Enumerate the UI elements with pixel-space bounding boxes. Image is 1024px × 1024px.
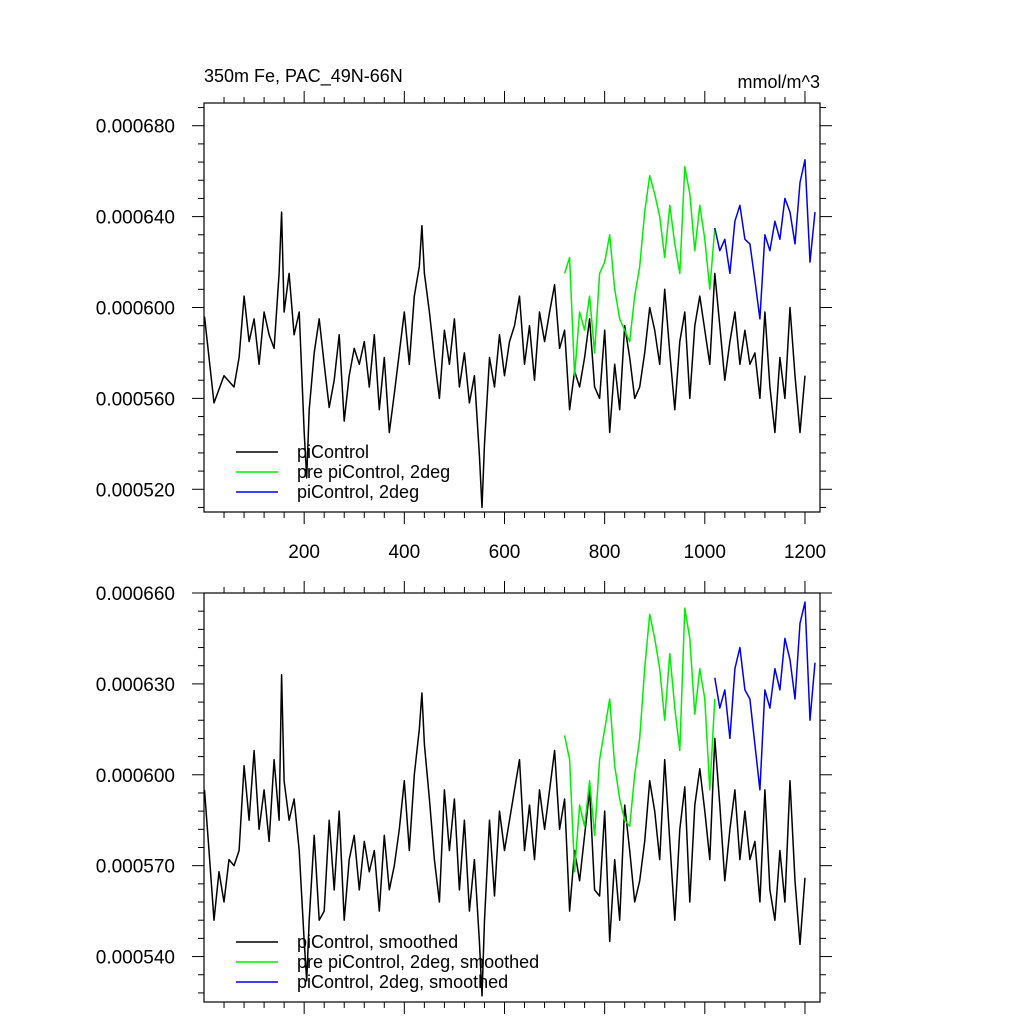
x-tick-label: 1200 (784, 542, 826, 563)
series-line-1 (203, 211, 806, 509)
y-tick-label: 0.000540 (96, 948, 175, 969)
bottom-panel: 0.000540 0.000570 0.000600 0.000630 0.000660… (96, 581, 832, 1014)
series-line-3 (714, 159, 816, 320)
x-tick-label: 600 (489, 542, 521, 563)
y-tick-label: 0.000640 (96, 208, 175, 229)
series-line-2 (563, 165, 716, 377)
legend-label: piControl, smoothed (297, 932, 458, 952)
top-panel: 350m Fe, PAC_49N-66N mmol/m^3 0.000520 0.… (96, 66, 832, 563)
legend-label: piControl (297, 442, 369, 462)
plot-frame (203, 592, 821, 1003)
top-panel-title: 350m Fe, PAC_49N-66N (204, 66, 403, 87)
legend-label: pre piControl, 2deg, smoothed (297, 952, 539, 972)
y-tick-label: 0.000600 (96, 766, 175, 787)
series-line-1 (203, 674, 806, 997)
y-tick-label: 0.000560 (96, 389, 175, 410)
y-tick-label: 0.000680 (96, 117, 175, 138)
y-tick-label: 0.000600 (96, 299, 175, 320)
legend-label: piControl, 2deg, smoothed (297, 972, 508, 992)
y-tick-label: 0.000570 (96, 857, 175, 878)
legend-label: pre piControl, 2deg (297, 462, 450, 482)
x-tick-label: 200 (288, 542, 320, 563)
x-tick-label: 1000 (684, 542, 726, 563)
top-panel-units: mmol/m^3 (738, 72, 820, 92)
series-line-2 (563, 607, 716, 873)
y-tick-label: 0.000630 (96, 675, 175, 696)
y-tick-label: 0.000660 (96, 584, 175, 605)
legend-label: piControl, 2deg (297, 482, 419, 502)
x-tick-label: 400 (388, 542, 420, 563)
y-tick-label: 0.000520 (96, 480, 175, 501)
x-tick-label: 800 (589, 542, 621, 563)
series-line-3 (714, 601, 816, 791)
